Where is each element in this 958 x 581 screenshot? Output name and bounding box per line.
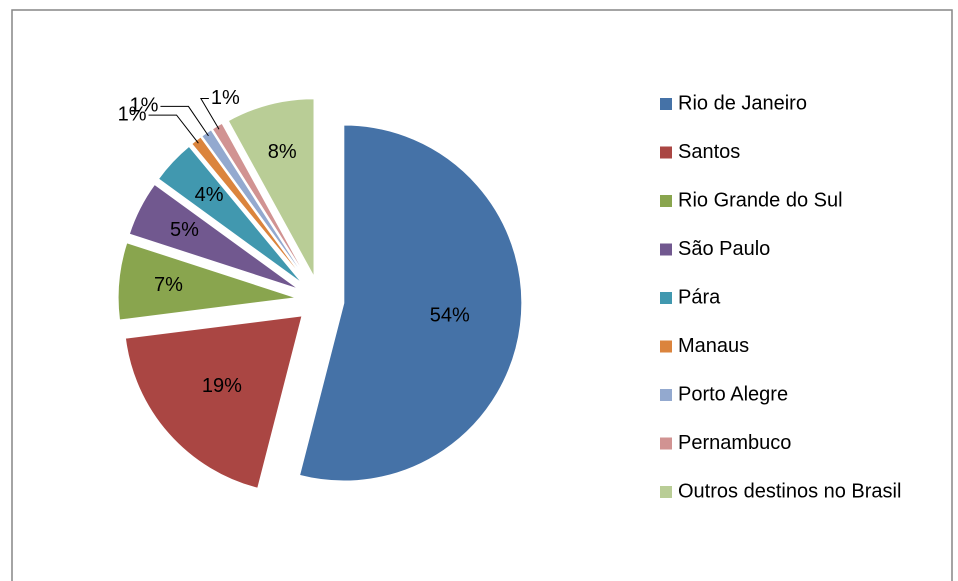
legend-swatch	[660, 486, 672, 498]
leader-line	[160, 105, 209, 137]
legend-swatch	[660, 389, 672, 401]
legend-label: Pernambuco	[678, 432, 791, 454]
legend-swatch	[660, 98, 672, 110]
pie-slice	[128, 183, 299, 290]
pie-slice	[298, 124, 523, 482]
leader-line	[148, 114, 199, 144]
data-label: 19%	[202, 375, 242, 397]
legend-swatch	[660, 146, 672, 159]
data-label: 1%	[118, 103, 147, 125]
data-label: 1%	[130, 95, 159, 117]
data-label: 5%	[170, 219, 199, 241]
legend-swatch	[660, 195, 672, 207]
legend-swatch	[660, 437, 672, 450]
data-label: 8%	[268, 141, 297, 163]
data-label: 4%	[195, 184, 224, 206]
pie-slice	[124, 315, 303, 489]
legend-label: Rio Grande do Sul	[678, 189, 843, 211]
legend-label: Pára	[678, 286, 721, 308]
pie-slice	[157, 145, 303, 284]
legend-swatch	[660, 243, 672, 256]
legend-label: Rio de Janeiro	[678, 92, 807, 114]
pie-slice	[227, 98, 315, 277]
legend-label: Santos	[678, 141, 740, 163]
legend-label: Manaus	[678, 335, 749, 357]
data-label: 1%	[211, 87, 240, 109]
legend-swatch	[660, 340, 672, 353]
legend-swatch	[660, 292, 672, 304]
pie-slice	[117, 242, 297, 321]
data-label: 7%	[154, 274, 183, 296]
legend-label: Outros destinos no Brasil	[678, 480, 901, 502]
leader-line	[199, 98, 220, 130]
data-label: 54%	[430, 305, 470, 327]
legend-label: São Paulo	[678, 238, 770, 260]
legend-label: Porto Alegre	[678, 383, 788, 405]
